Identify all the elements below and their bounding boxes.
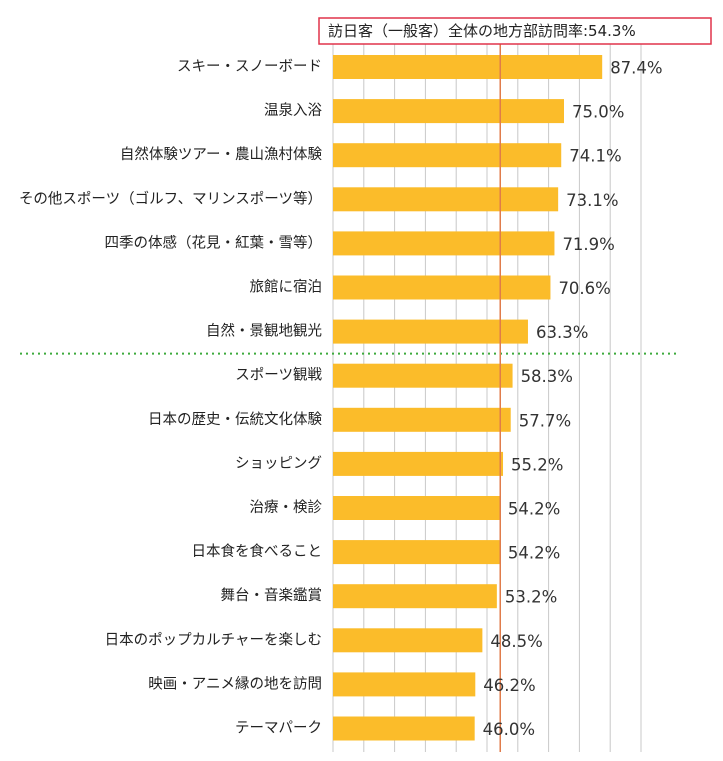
value-label: 71.9% <box>562 235 614 254</box>
value-label: 63.3% <box>536 323 588 342</box>
category-labels: スキー・スノーボード温泉入浴自然体験ツアー・農山漁村体験その他スポーツ（ゴルフ、… <box>19 58 323 737</box>
bar <box>333 99 564 124</box>
reference-label-frame <box>318 17 712 45</box>
category-label: その他スポーツ（ゴルフ、マリンスポーツ等） <box>19 189 322 207</box>
bar <box>333 628 483 653</box>
category-label: 治療・検診 <box>250 499 323 516</box>
reference-label-box: 訪日客（一般客）全体の地方部訪問率:54.3% <box>318 17 712 45</box>
value-label: 74.1% <box>569 147 621 166</box>
bars <box>333 55 603 741</box>
bar <box>333 55 603 79</box>
value-label: 87.4% <box>610 59 662 78</box>
category-label: 温泉入浴 <box>264 102 322 119</box>
value-label: 46.2% <box>483 676 535 695</box>
bar <box>333 716 475 741</box>
category-label: スポーツ観戦 <box>235 367 322 384</box>
value-label: 55.2% <box>511 455 563 474</box>
category-label: 旅館に宿泊 <box>250 279 323 296</box>
bar <box>333 319 528 344</box>
value-label: 53.2% <box>505 588 557 607</box>
value-label: 48.5% <box>490 632 542 651</box>
category-label: 日本の歴史・伝統文化体験 <box>148 411 322 428</box>
value-label: 75.0% <box>572 103 624 122</box>
category-label: 自然・景観地観光 <box>206 323 322 340</box>
bar <box>333 187 559 212</box>
category-label: 四季の体感（花見・紅葉・雪等） <box>105 233 323 251</box>
bar <box>333 672 476 697</box>
value-label: 54.2% <box>508 544 560 563</box>
bar <box>333 275 551 300</box>
category-label: 映画・アニメ縁の地を訪問 <box>148 675 322 692</box>
category-label: 自然体験ツアー・農山漁村体験 <box>120 146 323 163</box>
bar <box>333 143 562 168</box>
bar <box>333 540 500 565</box>
value-label: 54.2% <box>508 500 560 519</box>
bar <box>333 451 504 476</box>
category-label: 舞台・音楽鑑賞 <box>221 587 323 604</box>
reference-label: 訪日客（一般客）全体の地方部訪問率:54.3% <box>328 22 636 40</box>
category-label: ショッピング <box>235 455 322 472</box>
bar <box>333 363 513 388</box>
bar <box>333 496 500 520</box>
bar <box>333 231 555 256</box>
category-label: スキー・スノーボード <box>177 58 322 75</box>
bar <box>333 584 497 609</box>
category-label: 日本のポップカルチャーを楽しむ <box>105 631 322 648</box>
bar <box>333 407 511 432</box>
value-label: 58.3% <box>521 367 573 386</box>
value-labels: 87.4% 75.0% 74.1% 73.1% 71.9% 70.6% 63.3% 58.3%… <box>483 59 663 740</box>
category-label: テーマパーク <box>235 720 322 737</box>
value-label: 73.1% <box>566 191 618 210</box>
value-label: 70.6% <box>558 279 610 298</box>
value-label: 46.0% <box>483 720 535 739</box>
value-label: 57.7% <box>519 411 571 430</box>
category-label: 日本食を食べること <box>192 543 323 560</box>
